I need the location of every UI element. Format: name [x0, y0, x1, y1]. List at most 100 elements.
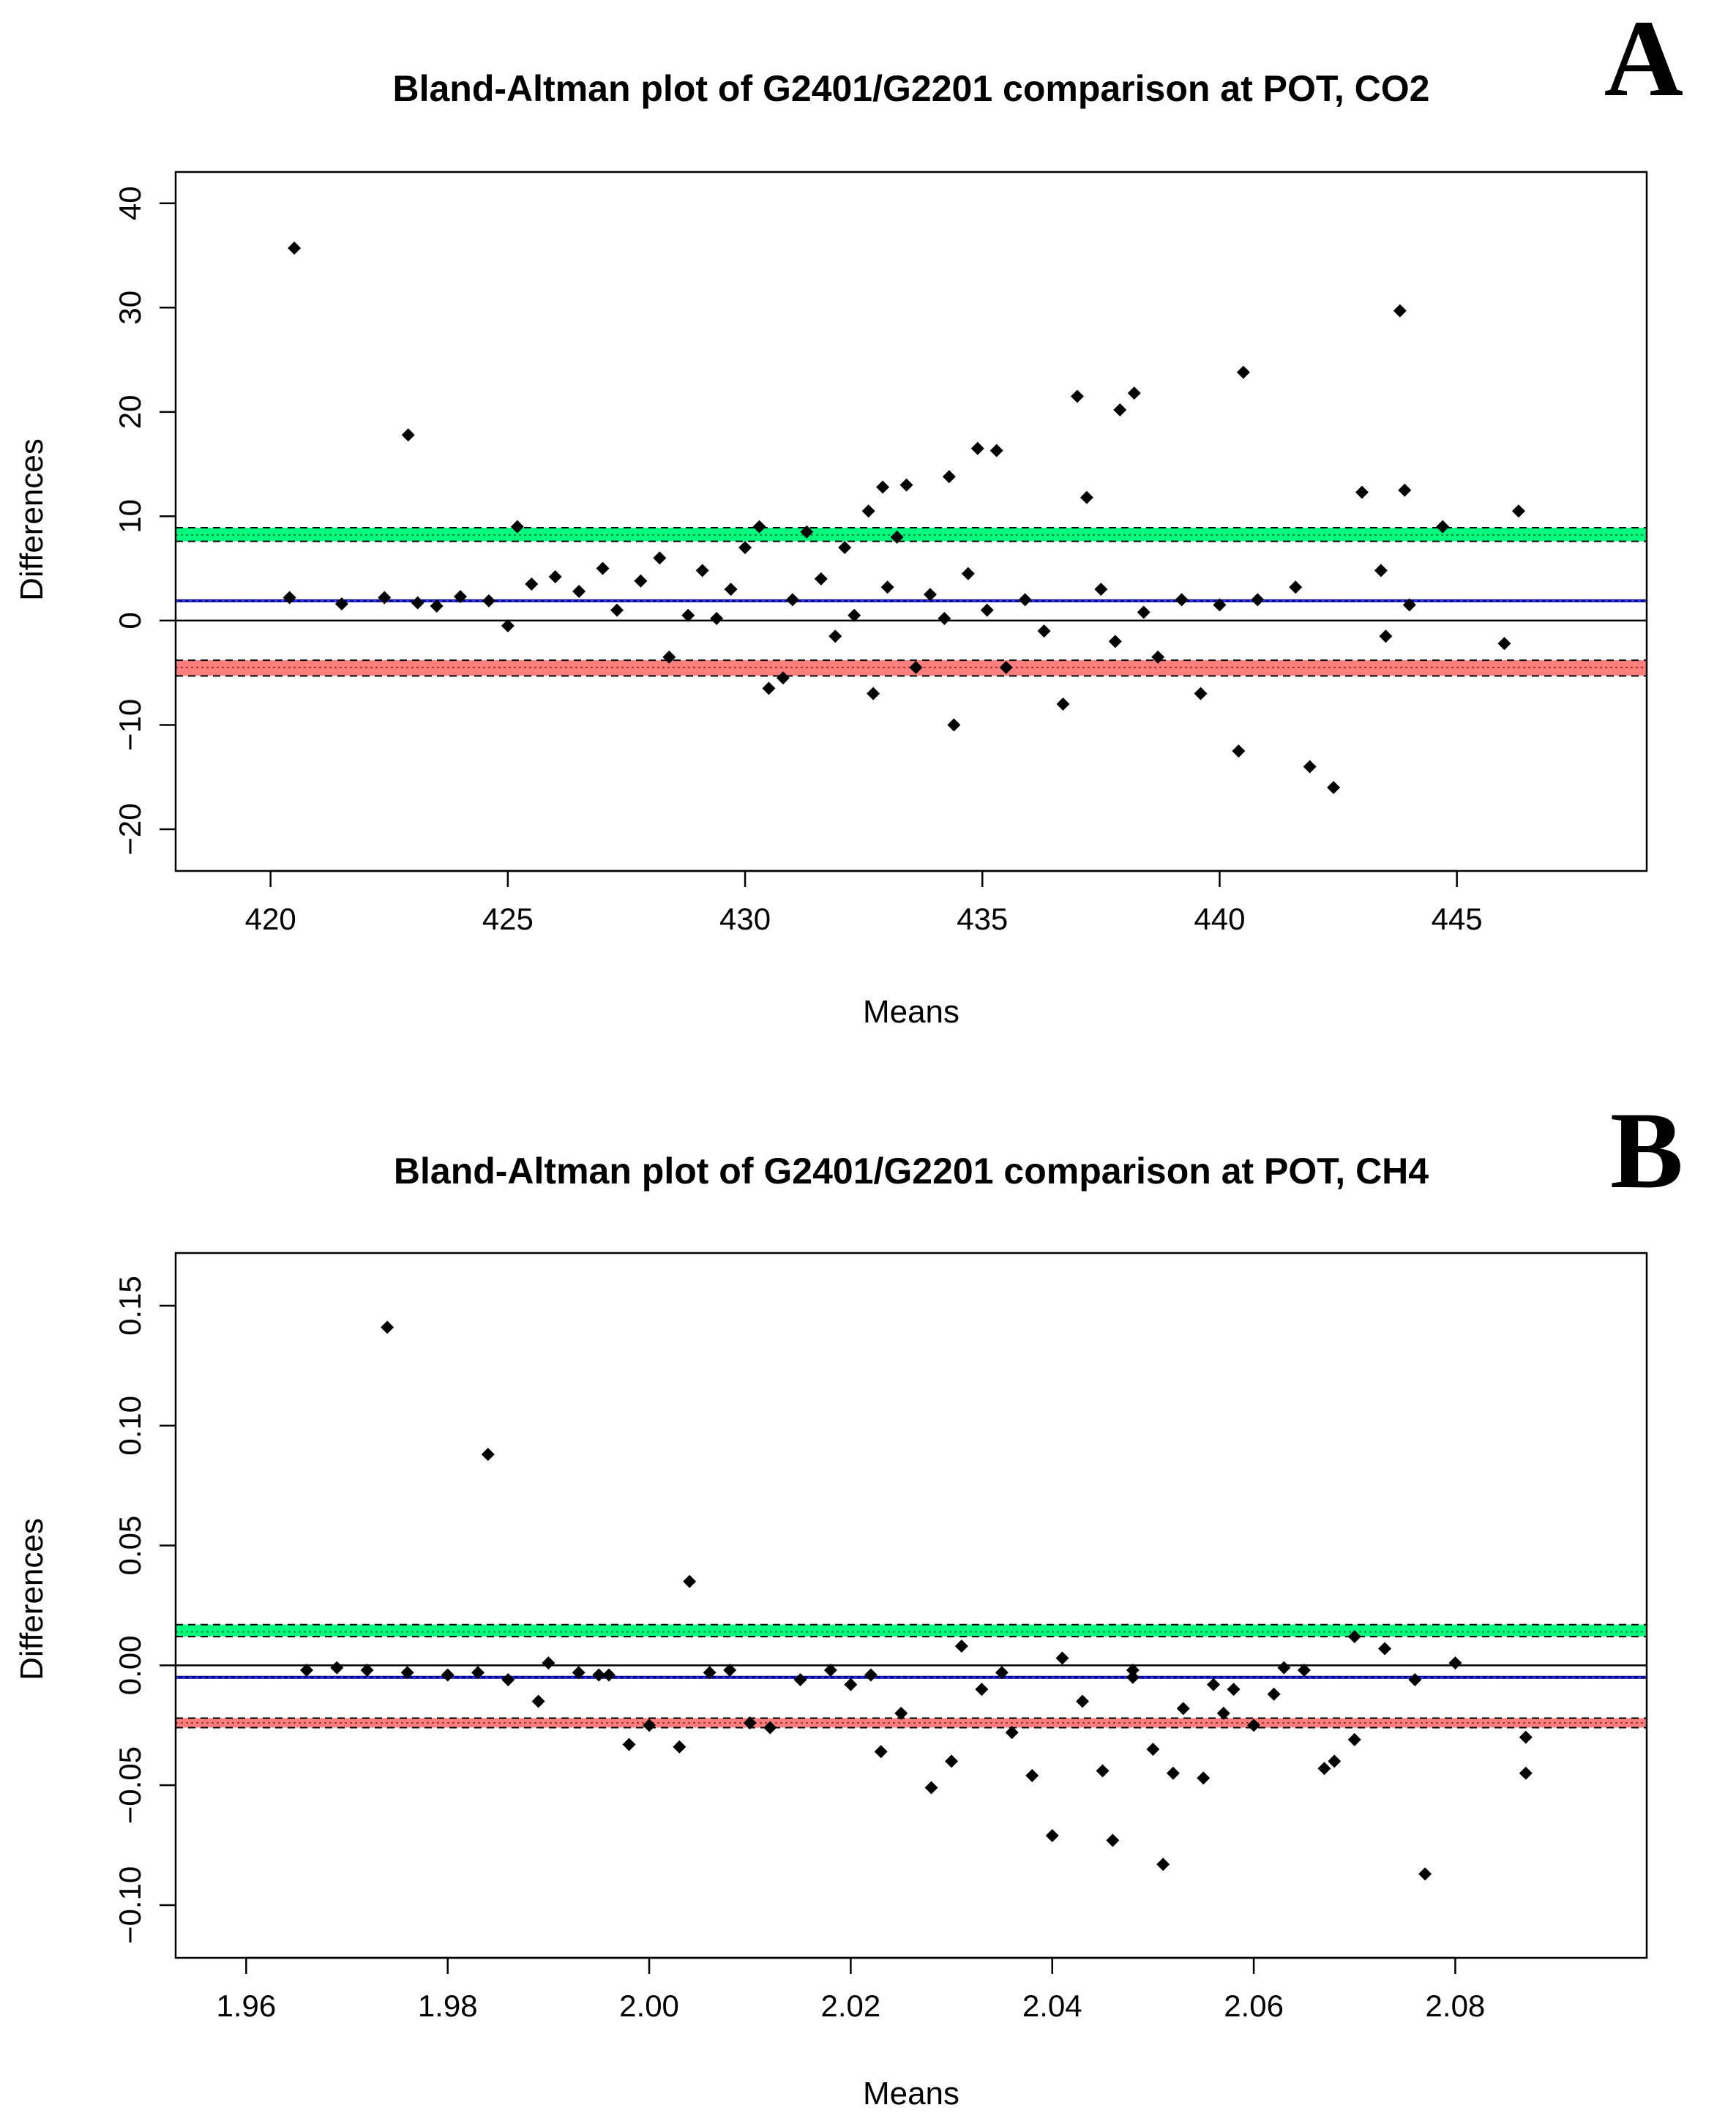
- panel-b-data-point: [592, 1668, 606, 1682]
- panel-b-data-point: [1347, 1630, 1361, 1644]
- panel-a-data-point: [501, 619, 515, 633]
- panel-b-data-point: [1519, 1730, 1533, 1744]
- panel-b-data-point: [1166, 1766, 1180, 1780]
- panel-b-data-point: [1418, 1867, 1432, 1881]
- panel-a-data-point: [970, 441, 984, 455]
- panel-b-data-point: [299, 1663, 313, 1677]
- panel-a-y-axis-label: Differences: [14, 438, 50, 601]
- panel-a-data-point: [283, 591, 296, 605]
- panel-a-data-point: [1175, 593, 1189, 607]
- panel-a-data-point: [1127, 386, 1141, 400]
- panel-b-data-point: [945, 1754, 959, 1768]
- panel-a-data-point: [1080, 490, 1093, 504]
- panel-a-data-point: [1374, 564, 1388, 577]
- panel-b-data-point: [572, 1666, 585, 1680]
- panel-a-title: Bland-Altman plot of G2401/G2201 compari…: [393, 68, 1430, 109]
- panel-a-y-tick-label: −20: [113, 803, 147, 855]
- panel-b-data-point: [793, 1673, 807, 1687]
- panel-a-x-tick-label: 430: [719, 902, 771, 936]
- panel-b-data-point: [995, 1666, 1009, 1680]
- panel-b-data-point: [400, 1666, 414, 1680]
- panel-b-y-axis-label: Differences: [14, 1518, 50, 1680]
- panel-b-data-point: [471, 1666, 485, 1680]
- panel-b-data-point: [643, 1719, 656, 1732]
- panel-b-data-point: [622, 1738, 636, 1751]
- panel-b-data-point: [1378, 1642, 1392, 1656]
- panel-b-x-tick-label: 2.04: [1022, 1989, 1082, 2023]
- panel-b-upper-limit-band: [176, 1624, 1647, 1637]
- panel-a-x-tick-label: 420: [245, 902, 296, 936]
- panel-b-y-tick-label: −0.05: [113, 1746, 147, 1824]
- panel-b-data-point: [501, 1673, 515, 1687]
- panel-b-data-point: [1055, 1651, 1069, 1665]
- panel-a-data-point: [989, 444, 1003, 457]
- panel-a-data-point: [899, 478, 913, 492]
- panel-a-data-point: [1213, 598, 1227, 612]
- panel-a-data-point: [724, 583, 738, 596]
- panel-a-y-tick-label: −10: [113, 699, 147, 751]
- panel-b-plot-frame: [174, 1252, 1648, 1959]
- panel-b-data-point: [673, 1740, 686, 1754]
- panel-b-data-point: [844, 1678, 858, 1691]
- panel-b-data-point: [441, 1668, 454, 1682]
- panel-b-x-tick-label: 2.02: [821, 1989, 881, 2023]
- panel-b-data-point: [1126, 1663, 1140, 1677]
- panel-a-data-point: [510, 520, 524, 534]
- panel-b-title: Bland-Altman plot of G2401/G2201 compari…: [394, 1151, 1429, 1192]
- panel-a-data-point: [890, 530, 904, 544]
- panel-a-data-point: [880, 580, 894, 594]
- panel-a-data-point: [942, 470, 956, 484]
- panel-a-data-point: [681, 608, 695, 622]
- panel-a-data-point: [1436, 520, 1450, 534]
- panel-b-data-point: [1519, 1766, 1533, 1780]
- panel-a-upper-limit-band: [176, 528, 1647, 542]
- panel-a-x-axis-label: Means: [863, 994, 959, 1030]
- panel-a-data-point: [548, 570, 562, 584]
- panel-a-data-point: [814, 572, 828, 586]
- panel-b-x-tick-label: 1.98: [418, 1989, 478, 2023]
- panel-a-data-point: [334, 597, 348, 611]
- panel-a-data-point: [867, 687, 880, 700]
- panel-a-data-point: [776, 671, 790, 685]
- panel-a-data-point: [762, 681, 776, 695]
- panel-a-data-point: [1113, 403, 1127, 416]
- panel-a-data-point: [1137, 605, 1151, 619]
- panel-b-data-point: [1347, 1732, 1361, 1746]
- panel-a-data-point: [1402, 598, 1416, 612]
- panel-a-data-point: [1151, 650, 1165, 664]
- panel-a-data-point: [876, 480, 890, 494]
- panel-b-data-point: [1317, 1762, 1331, 1776]
- panel-b-x-axis-label: Means: [863, 2076, 959, 2112]
- panel-a-data-point: [411, 596, 424, 610]
- panel-b-y-tick-label: 0.00: [113, 1636, 147, 1696]
- panel-a-data-point: [1251, 593, 1265, 607]
- panel-a-data-point: [1289, 580, 1303, 594]
- panel-a-plot-area: 420 425 430 435 440 445 −20 −10 0 10 20 30 40: [113, 171, 1648, 936]
- panel-a-data-point: [980, 603, 994, 617]
- panel-a: A Bland-Altman plot of G2401/G2201 compa…: [14, 0, 1683, 1030]
- panel-a-data-point: [525, 577, 539, 591]
- panel-a-y-tick-label: 0: [113, 612, 147, 629]
- panel-b-data-point: [360, 1663, 374, 1677]
- panel-b-data-point: [954, 1639, 968, 1653]
- panel-a-data-point: [1497, 637, 1511, 651]
- panel-b-data-point: [894, 1706, 908, 1720]
- panel-a-data-point: [401, 428, 415, 442]
- panel-a-data-point: [947, 718, 961, 732]
- panel-b-data-point: [1297, 1663, 1311, 1677]
- panel-b-data-point: [763, 1721, 777, 1735]
- panel-a-data-point: [288, 242, 302, 255]
- panel-a-data-point: [1094, 583, 1108, 596]
- panel-a-x-tick-label: 435: [957, 902, 1008, 936]
- panel-b-data-point: [1176, 1702, 1190, 1716]
- panel-b-data-point: [531, 1694, 545, 1708]
- panel-b-data-point: [1328, 1754, 1342, 1768]
- panel-b-data-point: [1126, 1670, 1140, 1684]
- panel-b-data-point: [542, 1656, 555, 1670]
- panel-a-data-point: [634, 574, 648, 588]
- panel-b-data-point: [1227, 1683, 1241, 1697]
- panel-a-data-point: [909, 661, 923, 675]
- panel-a-data-point: [596, 561, 610, 575]
- panel-a-data-point: [1355, 485, 1369, 499]
